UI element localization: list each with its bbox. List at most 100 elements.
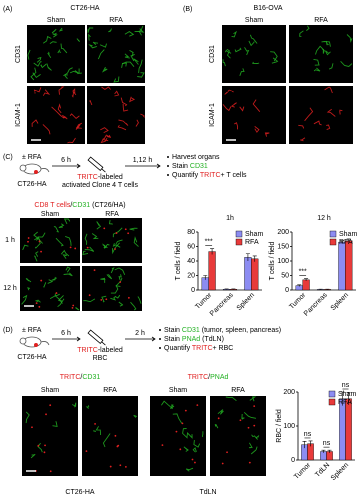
row-label: ICAM-1 xyxy=(15,103,22,127)
y-axis-label: T cells / field xyxy=(269,242,276,281)
stain xyxy=(100,127,109,134)
error-bar xyxy=(340,391,345,406)
text-part: TRITC xyxy=(77,174,98,181)
stain xyxy=(129,50,134,57)
cell xyxy=(74,247,77,250)
image-title: TRITC/CD31 xyxy=(60,374,101,381)
stain xyxy=(75,124,82,130)
text-part: PNAd xyxy=(182,336,200,343)
cell xyxy=(38,240,41,243)
count: 60 xyxy=(292,91,300,98)
stain xyxy=(241,413,245,420)
stain xyxy=(34,299,41,303)
stain xyxy=(64,74,68,79)
text-part: T cells xyxy=(225,172,247,179)
stain xyxy=(255,434,260,439)
y-tick-label: 100 xyxy=(283,423,295,430)
count: 68 xyxy=(90,91,98,98)
annotation: ns xyxy=(342,382,350,389)
stain xyxy=(25,278,32,283)
text-part: (TdLN) xyxy=(200,336,224,343)
stain xyxy=(114,90,120,97)
micrograph xyxy=(222,86,286,144)
step: Stain CD31 (tumor, spleen, pancreas) xyxy=(164,327,281,334)
error-bar xyxy=(252,255,257,262)
stain xyxy=(62,115,68,120)
stain xyxy=(37,232,46,238)
stain xyxy=(54,293,63,304)
cell xyxy=(43,451,46,454)
legend-swatch xyxy=(235,230,243,238)
stain xyxy=(138,59,143,74)
stain xyxy=(248,40,255,47)
stain xyxy=(42,35,52,44)
stain xyxy=(222,59,226,67)
text-part: -labeled xyxy=(98,347,123,354)
tumor xyxy=(34,343,38,347)
annotation: ns xyxy=(323,440,331,447)
stain xyxy=(99,43,107,48)
stain xyxy=(71,91,74,98)
cell xyxy=(184,409,187,412)
stain xyxy=(85,405,90,409)
panel-title: CT26-HA xyxy=(70,5,100,12)
micrograph xyxy=(87,25,145,83)
stain xyxy=(47,51,52,59)
error-bar xyxy=(304,278,309,282)
bar xyxy=(208,251,216,291)
stain xyxy=(82,250,89,256)
stain xyxy=(101,86,111,90)
stain xyxy=(57,49,62,54)
stain xyxy=(55,237,64,247)
stain xyxy=(62,254,68,259)
y-tick-label: 80 xyxy=(187,229,195,236)
text-part: / xyxy=(80,374,82,381)
model: CT26-HA xyxy=(17,354,47,361)
stain xyxy=(118,301,124,307)
bullet xyxy=(167,156,169,158)
treatment: ± RFA xyxy=(22,327,42,334)
stain xyxy=(63,67,73,77)
stain xyxy=(170,404,175,410)
stain xyxy=(326,108,336,117)
text-part: CD31 xyxy=(190,163,208,170)
legend-swatch xyxy=(329,230,337,238)
stain xyxy=(182,428,188,439)
cell xyxy=(37,444,40,447)
column-label: Sham xyxy=(47,17,65,24)
cell xyxy=(55,292,58,294)
column-label: Sham xyxy=(245,17,263,24)
stain xyxy=(58,223,65,228)
y-axis-label: RBC / field xyxy=(276,409,283,443)
stain xyxy=(33,87,42,94)
stain xyxy=(115,277,123,287)
y-tick-label: 150 xyxy=(277,243,289,250)
stain xyxy=(51,106,65,119)
x-tick-label: Spleen xyxy=(236,292,256,312)
cell xyxy=(103,227,106,230)
stain xyxy=(192,447,197,453)
stain xyxy=(37,442,43,453)
legend-label: Sham xyxy=(339,231,357,238)
stain xyxy=(63,218,71,225)
stain xyxy=(57,103,62,114)
stain xyxy=(60,249,70,257)
stain xyxy=(183,446,189,452)
stain xyxy=(324,50,331,56)
text-part: TRITC xyxy=(192,345,213,352)
stain xyxy=(248,442,253,449)
delay: 6 h xyxy=(61,330,71,337)
stain xyxy=(31,119,39,127)
stain xyxy=(49,293,60,299)
y-tick-label: 0 xyxy=(291,457,295,464)
y-tick-label: 200 xyxy=(283,389,295,396)
stain xyxy=(118,274,122,281)
error-bar xyxy=(346,392,351,405)
count: 65 xyxy=(30,30,38,37)
micrograph xyxy=(27,86,85,144)
stain xyxy=(58,27,63,32)
count: 60 xyxy=(90,30,98,37)
cell xyxy=(72,304,75,307)
stain xyxy=(51,276,57,281)
x-tick-label: TdLN xyxy=(314,462,331,479)
